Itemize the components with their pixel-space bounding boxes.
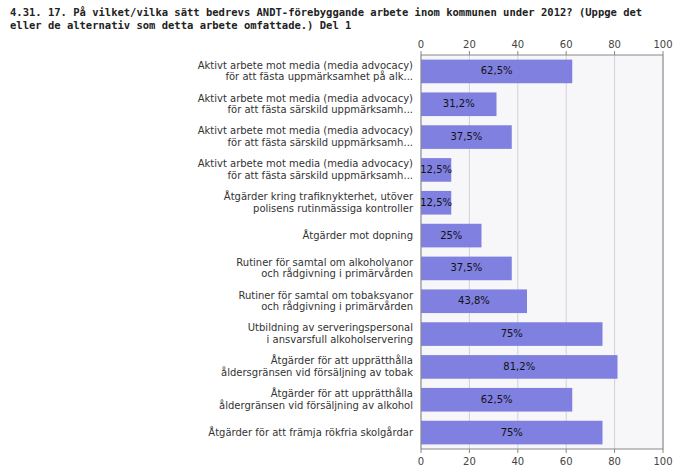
category-label: Rutiner för samtal om alkoholvanoroch rå…: [236, 257, 414, 280]
data-label: 37,5%: [450, 262, 482, 273]
tick-mark: [663, 51, 664, 55]
tick-mark: [421, 51, 422, 55]
data-label: 12,5%: [420, 164, 452, 175]
tick-mark: [517, 449, 518, 453]
data-label: 12,5%: [420, 197, 452, 208]
tick-mark: [469, 449, 470, 453]
tick-mark: [469, 51, 470, 55]
data-label: 62,5%: [481, 65, 513, 76]
tick-mark: [614, 449, 615, 453]
plot-frame: [421, 55, 663, 449]
category-label: Aktivt arbete mot media (media advocacy)…: [198, 158, 413, 181]
category-label-line: för att fästa uppmärksamhet på alk...: [225, 70, 413, 82]
category-label-line: åldergränsen vid försäljning av alkohol: [219, 399, 413, 411]
category-label: Åtgärder mot dopning: [302, 229, 413, 241]
bar: [421, 125, 512, 149]
bar: [421, 224, 482, 248]
tick-label: 0: [418, 456, 424, 467]
bar: [421, 355, 618, 379]
category-label-line: åldersgränsen vid försäljning av tobak: [221, 366, 413, 378]
category-label: Åtgärder kring trafiknykterhet, utöverpo…: [224, 190, 414, 214]
category-label-line: Åtgärder mot dopning: [302, 229, 413, 241]
tick-label: 60: [560, 39, 573, 50]
bar: [421, 158, 451, 182]
category-label-line: Aktivt arbete mot media (media advocacy): [198, 60, 413, 71]
bar: [421, 60, 572, 84]
data-label: 75%: [501, 427, 523, 438]
bar: [421, 257, 512, 281]
grid-line: [614, 55, 615, 449]
data-label: 37,5%: [450, 131, 482, 142]
category-label-line: Aktivt arbete mot media (media advocacy): [198, 158, 413, 169]
category-label: Åtgärder för att främja rökfria skolgård…: [208, 426, 414, 438]
category-label-line: och rådgivning i primärvården: [261, 300, 413, 312]
tick-mark: [663, 449, 664, 453]
category-label: Åtgärder för att upprätthållaåldergränse…: [219, 387, 413, 411]
title-line: 4.31. 17. På vilket/vilka sätt bedrevs A…: [10, 6, 642, 18]
data-label: 31,2%: [443, 98, 475, 109]
bars: [421, 60, 618, 445]
category-label-line: polisens rutinmässiga kontroller: [253, 203, 414, 214]
tick-label: 100: [653, 39, 672, 50]
category-label: Utbildning av serveringspersonali ansvar…: [248, 322, 413, 345]
data-label: 62,5%: [481, 394, 513, 405]
category-label-line: Utbildning av serveringspersonal: [248, 322, 413, 333]
tick-mark: [614, 51, 615, 55]
category-label-line: i ansvarsfull alkoholservering: [267, 334, 413, 345]
title: 4.31. 17. På vilket/vilka sätt bedrevs A…: [10, 6, 642, 31]
tick-mark: [517, 51, 518, 55]
data-label: 43,8%: [458, 295, 490, 306]
category-label: Rutiner för samtal om tobaksvanoroch råd…: [239, 290, 414, 313]
bar: [421, 92, 497, 116]
category-label-line: och rådgivning i primärvården: [261, 267, 413, 279]
tick-mark: [566, 51, 567, 55]
chart: 4.31. 17. På vilket/vilka sätt bedrevs A…: [0, 0, 681, 473]
category-label-line: Åtgärder för att upprätthålla: [271, 387, 413, 399]
tick-label: 20: [463, 456, 476, 467]
category-label-line: Aktivt arbete mot media (media advocacy): [198, 93, 413, 104]
tick-label: 40: [511, 39, 524, 50]
category-label-line: för att fästa särskild uppmärksamh...: [228, 170, 413, 181]
data-label: 25%: [440, 230, 462, 241]
category-label-line: för att fästa särskild uppmärksamh...: [228, 137, 413, 148]
category-label-line: Rutiner för samtal om tobaksvanor: [239, 290, 414, 301]
tick-label: 100: [653, 456, 672, 467]
bar: [421, 191, 451, 215]
data-label: 75%: [501, 328, 523, 339]
title-line: eller de alternativ som detta arbete omf…: [10, 19, 351, 31]
category-label-line: Åtgärder kring trafiknykterhet, utöver: [224, 190, 414, 202]
tick-label: 40: [511, 456, 524, 467]
tick-mark: [566, 449, 567, 453]
category-label-line: Åtgärder för att upprätthålla: [271, 354, 413, 366]
category-label-line: Rutiner för samtal om alkoholvanor: [236, 257, 414, 268]
tick-label: 60: [560, 456, 573, 467]
bar: [421, 289, 527, 313]
tick-label: 20: [463, 39, 476, 50]
category-label: Aktivt arbete mot media (media advocacy)…: [198, 60, 413, 83]
data-label: 81,2%: [503, 361, 535, 372]
category-label-line: för att fästa särskild uppmärksamh...: [228, 104, 413, 115]
category-label: Aktivt arbete mot media (media advocacy)…: [198, 93, 413, 116]
tick-label: 0: [418, 39, 424, 50]
bar: [421, 388, 572, 412]
tick-mark: [421, 449, 422, 453]
category-label: Aktivt arbete mot media (media advocacy)…: [198, 125, 413, 148]
plot-area: [421, 55, 663, 449]
category-label: Åtgärder för att upprätthållaåldersgräns…: [221, 354, 413, 378]
bar: [421, 421, 603, 445]
tick-label: 80: [608, 456, 621, 467]
tick-label: 80: [608, 39, 621, 50]
bar: [421, 322, 603, 346]
category-label-line: Åtgärder för att främja rökfria skolgård…: [208, 426, 414, 438]
category-label-line: Aktivt arbete mot media (media advocacy): [198, 125, 413, 136]
